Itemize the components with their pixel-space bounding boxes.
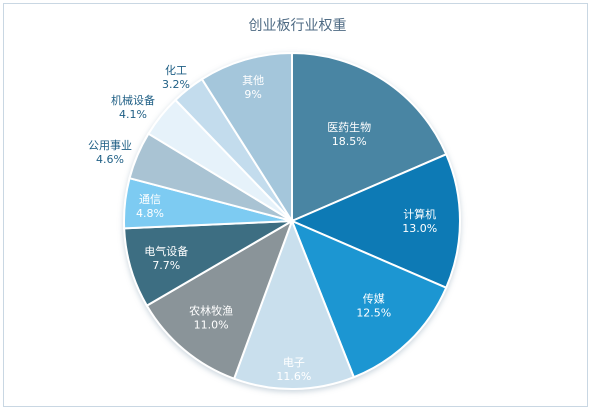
slice-label-7: 通信 <box>139 193 161 206</box>
slice-value-1: 18.5% <box>332 135 367 148</box>
slice-value-6: 7.7% <box>152 259 180 272</box>
slice-label-10: 化工 <box>165 63 187 77</box>
pie-slice-2 <box>289 152 461 290</box>
slice-value-11: 9% <box>244 88 261 101</box>
slice-value-9: 4.1% <box>119 108 147 121</box>
slice-label-4: 电子 <box>283 356 305 369</box>
chart-title: 创业板行业权重 <box>248 18 347 34</box>
slice-label-3: 传媒 <box>363 293 385 306</box>
slice-label-5: 农林牧渔 <box>189 304 233 318</box>
slice-label-11: 其他 <box>242 74 264 87</box>
slice-label-6: 电气设备 <box>144 244 188 258</box>
slice-value-10: 3.2% <box>162 78 190 91</box>
slice-value-3: 12.5% <box>356 307 391 320</box>
slice-label-1: 医药生物 <box>327 120 371 134</box>
slice-label-9: 机械设备 <box>111 93 155 107</box>
pie-slice-11 <box>200 51 293 225</box>
slice-label-2: 计算机 <box>403 207 436 221</box>
pie-slice-1 <box>291 51 448 223</box>
slice-value-8: 4.6% <box>96 153 124 166</box>
slice-value-5: 11.0% <box>194 319 229 332</box>
pie-slice-5 <box>145 218 294 380</box>
slice-value-7: 4.8% <box>136 207 164 220</box>
slice-value-2: 13.0% <box>402 222 437 235</box>
pie-slice-3 <box>290 219 448 379</box>
slice-value-4: 11.6% <box>276 370 311 383</box>
slice-label-8: 公用事业 <box>88 139 132 152</box>
pie-slice-4 <box>232 218 356 390</box>
